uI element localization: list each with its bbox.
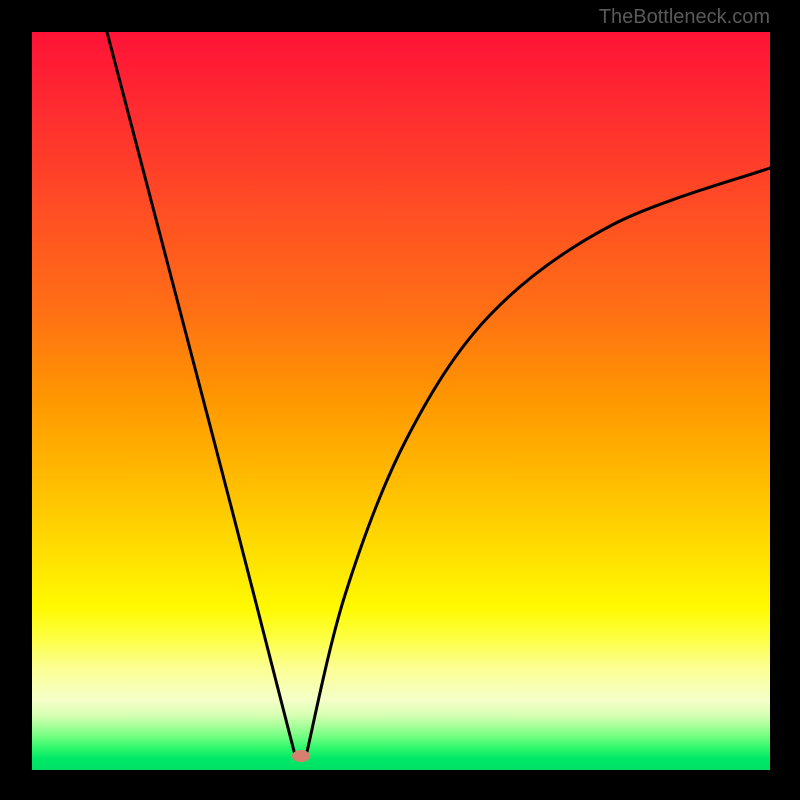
chart-container: TheBottleneck.com (0, 0, 800, 800)
plot-area (32, 32, 770, 770)
optimal-marker (292, 750, 310, 762)
watermark-text: TheBottleneck.com (599, 6, 770, 29)
gradient-background (32, 32, 770, 770)
